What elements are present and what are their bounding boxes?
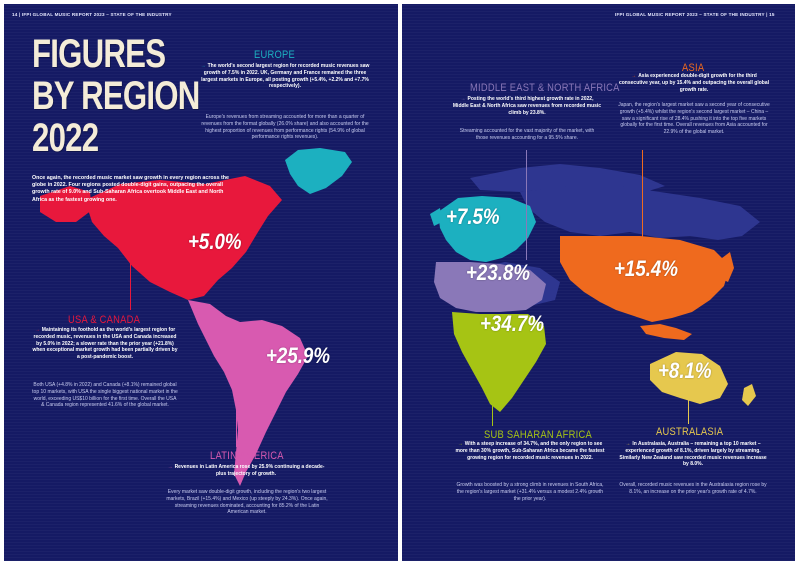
page-title-line1: FIGURES xyxy=(32,32,166,76)
usa-canada-highlight-text: Maintaining its foothold as the world's … xyxy=(32,327,178,361)
indonesia-shape xyxy=(640,324,692,340)
russia-land-shape xyxy=(520,186,760,240)
latin-america-shape xyxy=(188,300,308,486)
sub-saharan-growth: +34.7% xyxy=(480,311,544,336)
australasia-highlight: → In Australasia, Australia – remaining a… xyxy=(618,441,768,468)
greenland-shape xyxy=(285,148,352,194)
europe-title: EUROPE xyxy=(254,49,296,61)
mena-body: Streaming accounted for the vast majorit… xyxy=(459,128,595,141)
europe-shape xyxy=(438,196,536,262)
arctic-land-shape xyxy=(470,164,665,192)
australasia-highlight-text: In Australasia, Australia – remaining a … xyxy=(619,441,767,468)
australasia-growth: +8.1% xyxy=(658,358,712,383)
mena-leader-line xyxy=(526,150,527,260)
mena-highlight-text: Posting the world's third highest growth… xyxy=(452,96,602,116)
asia-leader-line xyxy=(642,150,643,248)
usa-canada-leader-line xyxy=(130,240,131,310)
europe-body: Europe's revenues from streaming account… xyxy=(201,114,369,141)
sub-saharan-leader-line xyxy=(492,380,493,426)
arrow-icon: → xyxy=(200,63,206,69)
asia-highlight: → Asia experienced double-digit growth fo… xyxy=(618,73,770,93)
mena-title: MIDDLE EAST & NORTH AFRICA xyxy=(470,82,620,94)
arrow-icon: → xyxy=(631,73,637,79)
arrow-icon: → xyxy=(460,96,466,102)
arrow-icon: → xyxy=(34,327,40,333)
arrow-icon: → xyxy=(167,464,173,470)
running-header-left: 14 | IFPI GLOBAL MUSIC REPORT 2023 – STA… xyxy=(12,12,172,17)
latin-america-growth: +25.9% xyxy=(266,343,330,368)
europe-highlight-text: The world's second largest region for re… xyxy=(201,63,370,90)
australasia-leader-line xyxy=(688,392,689,424)
sub-saharan-africa-shape xyxy=(452,312,546,412)
page-title-line3: 2022 xyxy=(32,116,99,160)
sub-saharan-highlight: → With a steep increase of 34.7%, and the… xyxy=(452,441,608,461)
new-zealand-shape xyxy=(742,384,756,406)
sub-saharan-title: SUB SAHARAN AFRICA xyxy=(484,429,592,441)
japan-shape xyxy=(720,252,734,282)
australasia-title: AUSTRALASIA xyxy=(656,426,724,438)
mena-highlight: → Posting the world's third highest growt… xyxy=(452,96,602,116)
latin-america-body: Every market saw double-digit growth, in… xyxy=(166,489,328,516)
sub-saharan-highlight-text: With a steep increase of 34.7%, and the … xyxy=(455,441,605,461)
intro-paragraph: Once again, the recorded music market sa… xyxy=(32,175,229,203)
usa-canada-body: Both USA (+4.8% in 2022) and Canada (+8.… xyxy=(32,382,178,409)
running-header-right: IFPI GLOBAL MUSIC REPORT 2023 – STATE OF… xyxy=(615,12,775,17)
alaska-shape xyxy=(40,186,92,222)
latin-america-leader-line xyxy=(236,345,237,447)
page-title-line2: BY REGION xyxy=(32,74,200,118)
europe-growth: +7.5% xyxy=(446,204,500,229)
asia-body: Japan, the region's largest market saw a… xyxy=(618,102,770,136)
asia-shape xyxy=(560,236,730,322)
arrow-icon: → xyxy=(625,441,631,447)
usa-canada-title: USA & CANADA xyxy=(68,314,141,326)
asia-highlight-text: Asia experienced double-digit growth for… xyxy=(618,73,770,93)
latin-america-highlight-text: Revenues in Latin America rose by 25.9% … xyxy=(174,464,325,477)
usa-canada-shape xyxy=(85,176,282,300)
europe-highlight: → The world's second largest region for r… xyxy=(196,63,374,90)
mena-growth: +23.8% xyxy=(466,260,530,285)
sub-saharan-body: Growth was boosted by a strong climb in … xyxy=(456,482,604,502)
usa-canada-highlight: → Maintaining its foothold as the world's… xyxy=(32,327,178,361)
usa-canada-growth: +5.0% xyxy=(188,229,242,254)
arrow-icon: → xyxy=(457,441,463,447)
mena-shape xyxy=(434,262,546,312)
latin-america-title: LATIN AMERICA xyxy=(210,450,284,462)
latin-america-highlight: → Revenues in Latin America rose by 25.9%… xyxy=(166,464,326,478)
australia-shape xyxy=(650,352,728,404)
asia-growth: +15.4% xyxy=(614,256,678,281)
uk-shape xyxy=(430,208,442,226)
australasia-body: Overall, recorded music revenues in the … xyxy=(619,482,767,495)
asia-title: ASIA xyxy=(682,62,705,74)
